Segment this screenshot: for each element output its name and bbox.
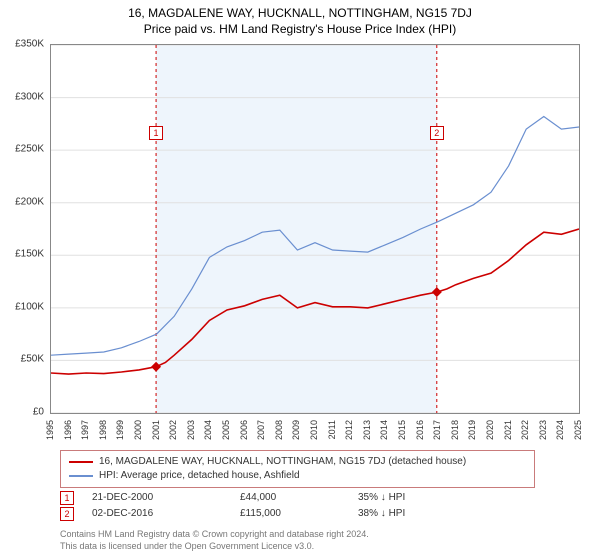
x-tick-label: 2014 (379, 420, 389, 440)
x-tick-label: 2013 (362, 420, 372, 440)
marker-box-1: 1 (60, 491, 74, 505)
x-tick-label: 2003 (186, 420, 196, 440)
x-tick-label: 2024 (555, 420, 565, 440)
x-tick-label: 2017 (432, 420, 442, 440)
y-tick-label: £300K (15, 91, 44, 102)
legend-row-1: 16, MAGDALENE WAY, HUCKNALL, NOTTINGHAM,… (69, 455, 526, 469)
x-tick-label: 2005 (221, 420, 231, 440)
x-tick-label: 2009 (291, 420, 301, 440)
x-tick-label: 2010 (309, 420, 319, 440)
x-tick-label: 2019 (467, 420, 477, 440)
marker-table: 1 21-DEC-2000 £44,000 35% ↓ HPI 2 02-DEC… (60, 490, 520, 522)
title-block: 16, MAGDALENE WAY, HUCKNALL, NOTTINGHAM,… (0, 0, 600, 36)
legend-swatch-2 (69, 475, 93, 477)
footer-line-2: This data is licensed under the Open Gov… (60, 540, 369, 552)
y-tick-label: £200K (15, 196, 44, 207)
x-tick-label: 2021 (503, 420, 513, 440)
x-tick-label: 2016 (415, 420, 425, 440)
marker-row-2: 2 02-DEC-2016 £115,000 38% ↓ HPI (60, 506, 520, 522)
y-tick-label: £150K (15, 249, 44, 260)
x-tick-label: 2000 (133, 420, 143, 440)
footer-line-1: Contains HM Land Registry data © Crown c… (60, 528, 369, 540)
marker-date-2: 02-DEC-2016 (92, 506, 222, 522)
chart-title: 16, MAGDALENE WAY, HUCKNALL, NOTTINGHAM,… (0, 6, 600, 20)
legend-label-2: HPI: Average price, detached house, Ashf… (99, 469, 300, 483)
legend-swatch-1 (69, 461, 93, 463)
x-tick-label: 2004 (203, 420, 213, 440)
marker-row-1: 1 21-DEC-2000 £44,000 35% ↓ HPI (60, 490, 520, 506)
plot-svg (51, 45, 579, 413)
x-tick-label: 1999 (115, 420, 125, 440)
plot-area: 1 2 (50, 44, 580, 414)
marker-price-2: £115,000 (240, 506, 340, 522)
x-tick-label: 2015 (397, 420, 407, 440)
x-tick-label: 1997 (80, 420, 90, 440)
y-tick-label: £350K (15, 39, 44, 50)
legend-label-1: 16, MAGDALENE WAY, HUCKNALL, NOTTINGHAM,… (99, 455, 466, 469)
marker-date-1: 21-DEC-2000 (92, 490, 222, 506)
chart-marker-2: 2 (430, 126, 444, 140)
x-tick-label: 2020 (485, 420, 495, 440)
x-tick-label: 2001 (151, 420, 161, 440)
x-tick-label: 1996 (63, 420, 73, 440)
x-tick-label: 1995 (45, 420, 55, 440)
chart-container: 16, MAGDALENE WAY, HUCKNALL, NOTTINGHAM,… (0, 0, 600, 560)
legend: 16, MAGDALENE WAY, HUCKNALL, NOTTINGHAM,… (60, 450, 535, 488)
y-tick-label: £50K (21, 354, 44, 365)
x-tick-label: 2002 (168, 420, 178, 440)
x-tick-label: 2011 (327, 420, 337, 439)
chart-marker-1: 1 (149, 126, 163, 140)
x-tick-label: 2008 (274, 420, 284, 440)
x-tick-label: 2023 (538, 420, 548, 440)
chart-subtitle: Price paid vs. HM Land Registry's House … (0, 22, 600, 36)
y-axis-labels: £0£50K£100K£150K£200K£250K£300K£350K (0, 44, 48, 414)
x-axis-labels: 1995199619971998199920002001200220032004… (50, 416, 580, 446)
y-tick-label: £250K (15, 144, 44, 155)
x-tick-label: 2007 (256, 420, 266, 440)
marker-box-2: 2 (60, 507, 74, 521)
legend-row-2: HPI: Average price, detached house, Ashf… (69, 469, 526, 483)
footer: Contains HM Land Registry data © Crown c… (60, 528, 369, 552)
y-tick-label: £100K (15, 301, 44, 312)
x-tick-label: 1998 (98, 420, 108, 440)
x-tick-label: 2012 (344, 420, 354, 440)
marker-delta-1: 35% ↓ HPI (358, 490, 458, 506)
marker-price-1: £44,000 (240, 490, 340, 506)
x-tick-label: 2018 (450, 420, 460, 440)
x-tick-label: 2006 (239, 420, 249, 440)
x-tick-label: 2025 (573, 420, 583, 440)
y-tick-label: £0 (33, 407, 44, 418)
x-tick-label: 2022 (520, 420, 530, 440)
marker-delta-2: 38% ↓ HPI (358, 506, 458, 522)
